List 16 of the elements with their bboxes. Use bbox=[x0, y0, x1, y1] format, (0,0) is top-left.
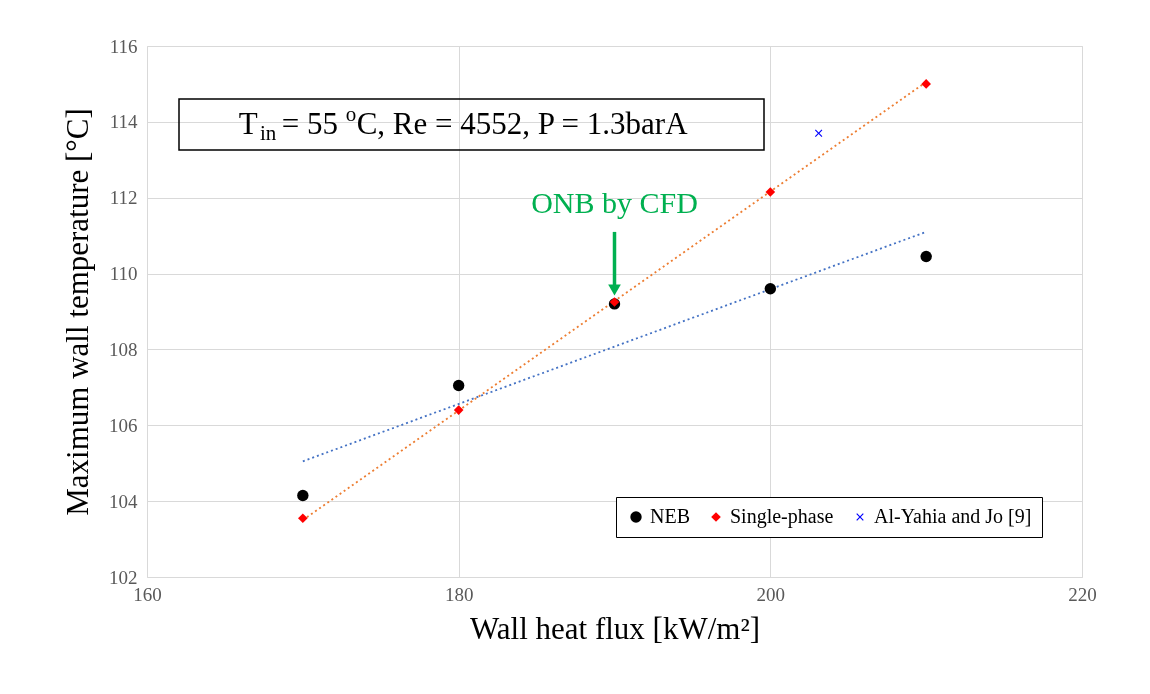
legend-label: Al-Yahia and Jo [9] bbox=[874, 505, 1032, 527]
x-tick-label: 200 bbox=[756, 583, 786, 605]
y-tick-label: 106 bbox=[109, 414, 138, 436]
y-tick-label: 114 bbox=[109, 111, 138, 133]
x-axis-title: Wall heat flux [kW/m²] bbox=[469, 610, 761, 646]
legend-label: NEB bbox=[650, 505, 690, 527]
y-axis-title: Maximum wall temperature [°C] bbox=[60, 108, 95, 516]
x-tick-label: 180 bbox=[444, 583, 474, 605]
y-tick-label: 108 bbox=[109, 338, 138, 360]
x-tick-label: 220 bbox=[1068, 583, 1097, 605]
legend-label: Single-phase bbox=[730, 505, 834, 528]
annotation: ONB by CFD bbox=[531, 185, 698, 219]
y-tick-label: 116 bbox=[109, 35, 138, 57]
y-tick-label: 110 bbox=[109, 263, 138, 285]
y-tick-label: 104 bbox=[109, 490, 138, 512]
y-tick-label: 112 bbox=[109, 187, 138, 209]
